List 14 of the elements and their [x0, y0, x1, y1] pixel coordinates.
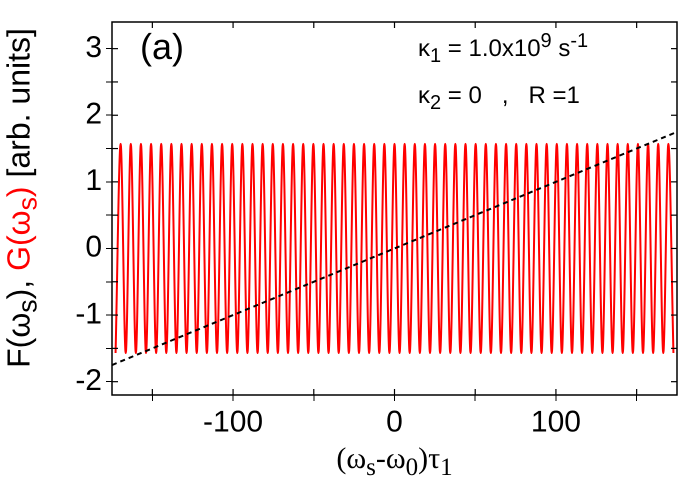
y-tick-label: 2 [85, 98, 102, 131]
y-tick-label: -1 [75, 297, 102, 330]
annotation: κ$_{1}$ = 1.0x10$^{9}$ s$^{-1}$ [418, 30, 588, 68]
x-tick-label: 100 [530, 405, 581, 438]
y-tick-label: 0 [85, 230, 102, 264]
y-tick-label: -2 [75, 364, 102, 397]
annotation: (a) [140, 26, 184, 68]
x-tick-label: 0 [386, 405, 403, 438]
y-tick-label: 1 [85, 164, 102, 198]
y-axis-title: [arb. units] [0, 28, 36, 178]
annotation: κ$_{2}$ = 0 , R =1 [418, 82, 580, 115]
y-tick-label: 3 [85, 30, 102, 64]
x-axis-title: (ω$_{s}$-ω$_{0}$)τ$_{1}$ [335, 442, 454, 482]
x-tick-label: -100 [203, 405, 264, 438]
